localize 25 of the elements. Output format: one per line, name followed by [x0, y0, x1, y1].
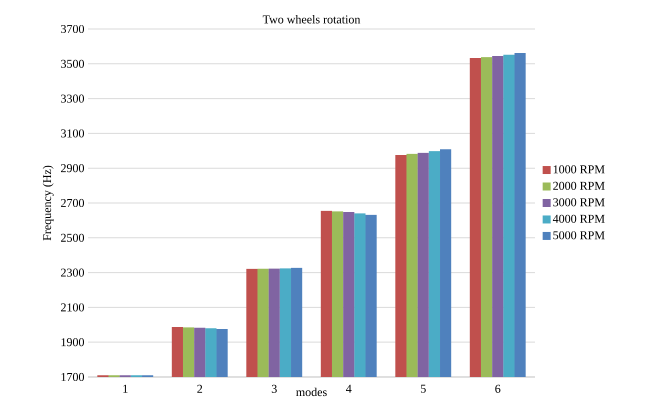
y-axis-title: Frequency (Hz) — [42, 166, 54, 240]
y-tick-label: 2300 — [61, 268, 84, 277]
legend-label: 2000 RPM — [553, 182, 605, 190]
y-tick-label: 3300 — [61, 94, 84, 103]
y-tick-label: 2100 — [61, 303, 84, 312]
y-tick-label: 3100 — [61, 129, 84, 138]
y-tick-label: 2700 — [61, 198, 84, 208]
legend-label: 5000 RPM — [553, 231, 605, 240]
y-tick-label: 2500 — [61, 234, 84, 242]
x-tick-label: 6 — [495, 384, 500, 393]
y-tick-label: 3500 — [61, 60, 84, 68]
x-tick-label: 4 — [346, 384, 352, 393]
legend-label: 3000 RPM — [553, 198, 605, 206]
x-tick-label: 5 — [420, 384, 426, 393]
x-axis-title: modes — [296, 388, 327, 396]
y-tick-label: 2900 — [61, 164, 84, 172]
y-tick-label: 1900 — [62, 338, 84, 346]
chart-title: Two wheels rotation — [262, 15, 360, 24]
legend-label: 1000 RPM — [554, 165, 605, 174]
y-tick-label: 1700 — [62, 372, 84, 382]
y-tick-label: 3700 — [61, 24, 84, 34]
x-tick-label: 3 — [272, 384, 277, 393]
x-tick-label: 1 — [123, 384, 128, 393]
x-tick-label: 2 — [197, 384, 202, 393]
legend-label: 4000 RPM — [552, 214, 605, 223]
